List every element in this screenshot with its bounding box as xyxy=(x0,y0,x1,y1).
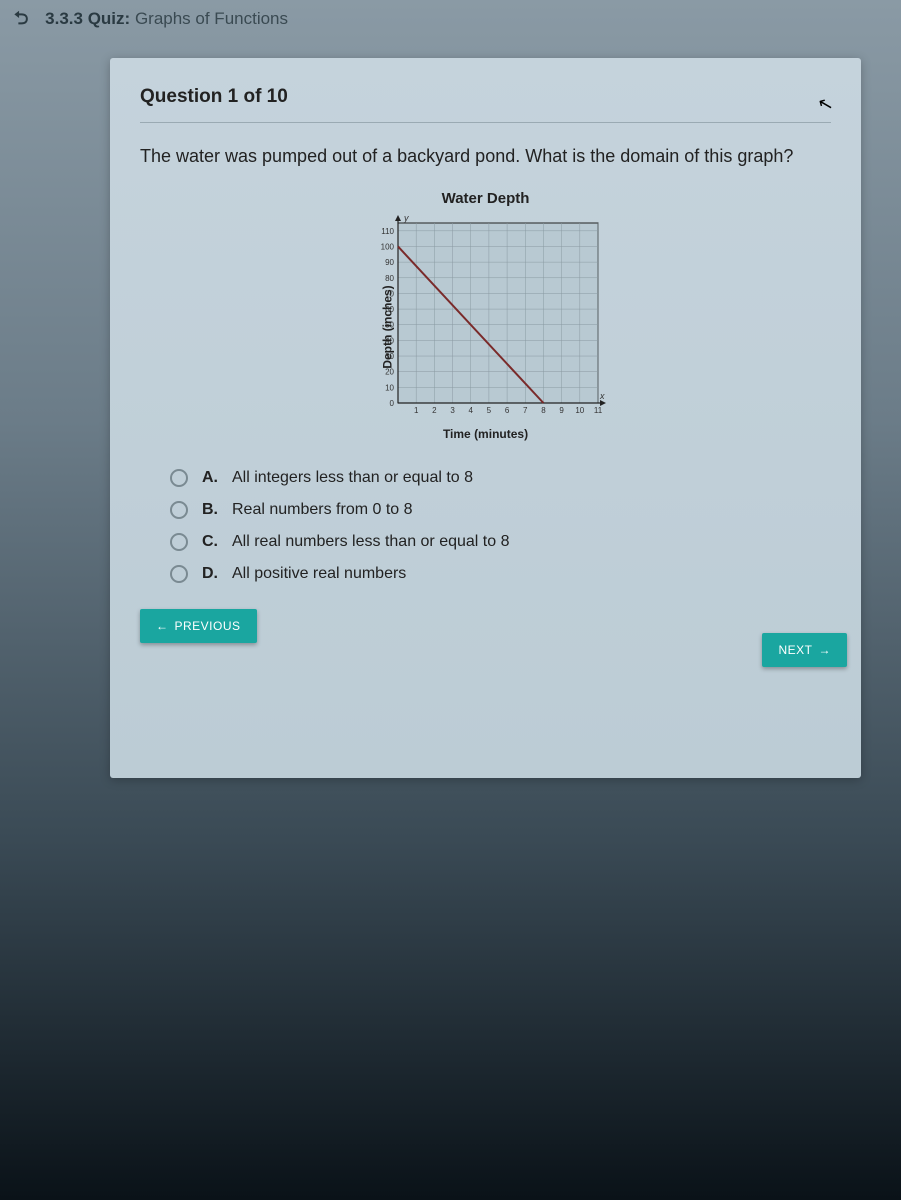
svg-text:8: 8 xyxy=(541,406,546,415)
question-prompt: The water was pumped out of a backyard p… xyxy=(140,141,831,172)
svg-text:7: 7 xyxy=(523,406,528,415)
radio-a[interactable] xyxy=(170,469,188,487)
option-text: Real numbers from 0 to 8 xyxy=(232,501,413,519)
svg-text:10: 10 xyxy=(385,383,394,392)
question-header: Question 1 of 10 xyxy=(140,86,831,123)
crumb-strong: Quiz: xyxy=(88,9,131,28)
svg-text:0: 0 xyxy=(389,399,394,408)
svg-text:110: 110 xyxy=(381,226,394,235)
svg-text:9: 9 xyxy=(559,406,564,415)
chart-box: Depth (inches) 1234567891011010203040506… xyxy=(364,213,608,441)
back-icon[interactable]: ⮌ xyxy=(14,8,28,28)
svg-text:1: 1 xyxy=(413,406,418,415)
svg-text:4: 4 xyxy=(468,406,473,415)
arrow-left-icon: ← xyxy=(156,619,169,633)
option-text: All integers less than or equal to 8 xyxy=(232,469,473,487)
radio-c[interactable] xyxy=(170,533,188,551)
previous-button[interactable]: ← PREVIOUS xyxy=(140,609,257,643)
option-row-a[interactable]: A. All integers less than or equal to 8 xyxy=(170,469,831,487)
svg-text:11: 11 xyxy=(593,406,602,415)
svg-text:3: 3 xyxy=(450,406,455,415)
svg-text:6: 6 xyxy=(504,406,509,415)
svg-text:100: 100 xyxy=(380,242,394,251)
option-row-b[interactable]: B. Real numbers from 0 to 8 xyxy=(170,501,831,519)
radio-d[interactable] xyxy=(170,565,188,583)
crumb-rest: Graphs of Functions xyxy=(135,9,288,28)
svg-text:10: 10 xyxy=(575,406,584,415)
svg-text:80: 80 xyxy=(385,273,394,282)
options-list: A. All integers less than or equal to 8 B.… xyxy=(170,469,831,583)
svg-text:y: y xyxy=(403,213,409,223)
svg-text:5: 5 xyxy=(486,406,491,415)
question-card: ↖ Question 1 of 10 The water was pumped … xyxy=(110,58,861,778)
option-row-d[interactable]: D. All positive real numbers xyxy=(170,565,831,583)
previous-label: PREVIOUS xyxy=(175,619,241,633)
svg-text:x: x xyxy=(599,391,605,401)
breadcrumb: ⮌ 3.3.3 Quiz: Graphs of Functions xyxy=(0,0,901,50)
option-letter: C. xyxy=(202,533,218,551)
y-axis-label: Depth (inches) xyxy=(380,285,394,368)
x-axis-label: Time (minutes) xyxy=(364,427,608,441)
next-button[interactable]: NEXT → xyxy=(762,633,847,667)
svg-text:2: 2 xyxy=(432,406,437,415)
next-label: NEXT xyxy=(778,643,812,657)
option-text: All positive real numbers xyxy=(232,565,406,583)
radio-b[interactable] xyxy=(170,501,188,519)
chart-container: Water Depth Depth (inches) 1 2 3 4 5 6 7 8 9 10 11… xyxy=(140,190,831,441)
chart-title: Water Depth xyxy=(364,190,608,207)
option-letter: A. xyxy=(202,469,218,487)
arrow-right-icon: → xyxy=(819,643,832,657)
chart-svg: 12345678910110102030405060708090100110yx xyxy=(364,213,608,423)
nav-row: ← PREVIOUS NEXT → xyxy=(140,609,831,643)
option-row-c[interactable]: C. All real numbers less than or equal to… xyxy=(170,533,831,551)
crumb-number: 3.3.3 xyxy=(45,9,83,28)
option-letter: B. xyxy=(202,501,218,519)
option-text: All real numbers less than or equal to 8 xyxy=(232,533,509,551)
svg-text:90: 90 xyxy=(385,258,394,267)
option-letter: D. xyxy=(202,565,218,583)
